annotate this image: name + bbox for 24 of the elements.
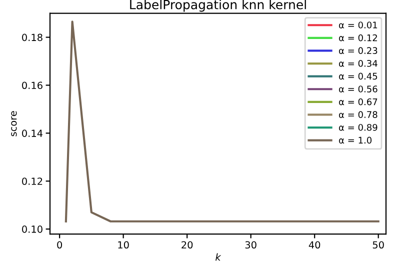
y-tick-label: 0.14 <box>22 130 43 137</box>
legend-label: α = 0.67 <box>339 98 378 106</box>
x-axis-title: k <box>216 253 222 261</box>
y-tick-label: 0.16 <box>22 82 42 90</box>
x-tick-label: 0 <box>57 241 62 249</box>
x-tick-label: 40 <box>308 241 320 249</box>
x-tick-label: 20 <box>182 241 193 249</box>
y-tick-label: 0.18 <box>22 34 42 42</box>
chart-title: LabelPropagation knn kernel <box>130 0 306 12</box>
legend-label: α = 0.23 <box>339 47 378 54</box>
y-tick-label: 0.10 <box>22 226 42 233</box>
legend-label: α = 0.01 <box>339 22 378 28</box>
legend-label: α = 0.12 <box>339 34 377 42</box>
x-tick-label: 30 <box>245 241 256 249</box>
x-tick-label: 10 <box>118 241 129 249</box>
legend-label: α = 0.78 <box>339 111 378 118</box>
x-tick-label: 50 <box>372 241 384 249</box>
legend-label: α = 1.0 <box>339 136 372 144</box>
legend-label: α = 0.34 <box>339 60 378 67</box>
y-tick-label: 0.12 <box>22 178 42 185</box>
y-axis-title: score <box>11 111 17 136</box>
legend-label: α = 0.45 <box>339 72 378 80</box>
legend-label: α = 0.56 <box>339 86 378 92</box>
legend-label: α = 0.89 <box>339 124 378 131</box>
